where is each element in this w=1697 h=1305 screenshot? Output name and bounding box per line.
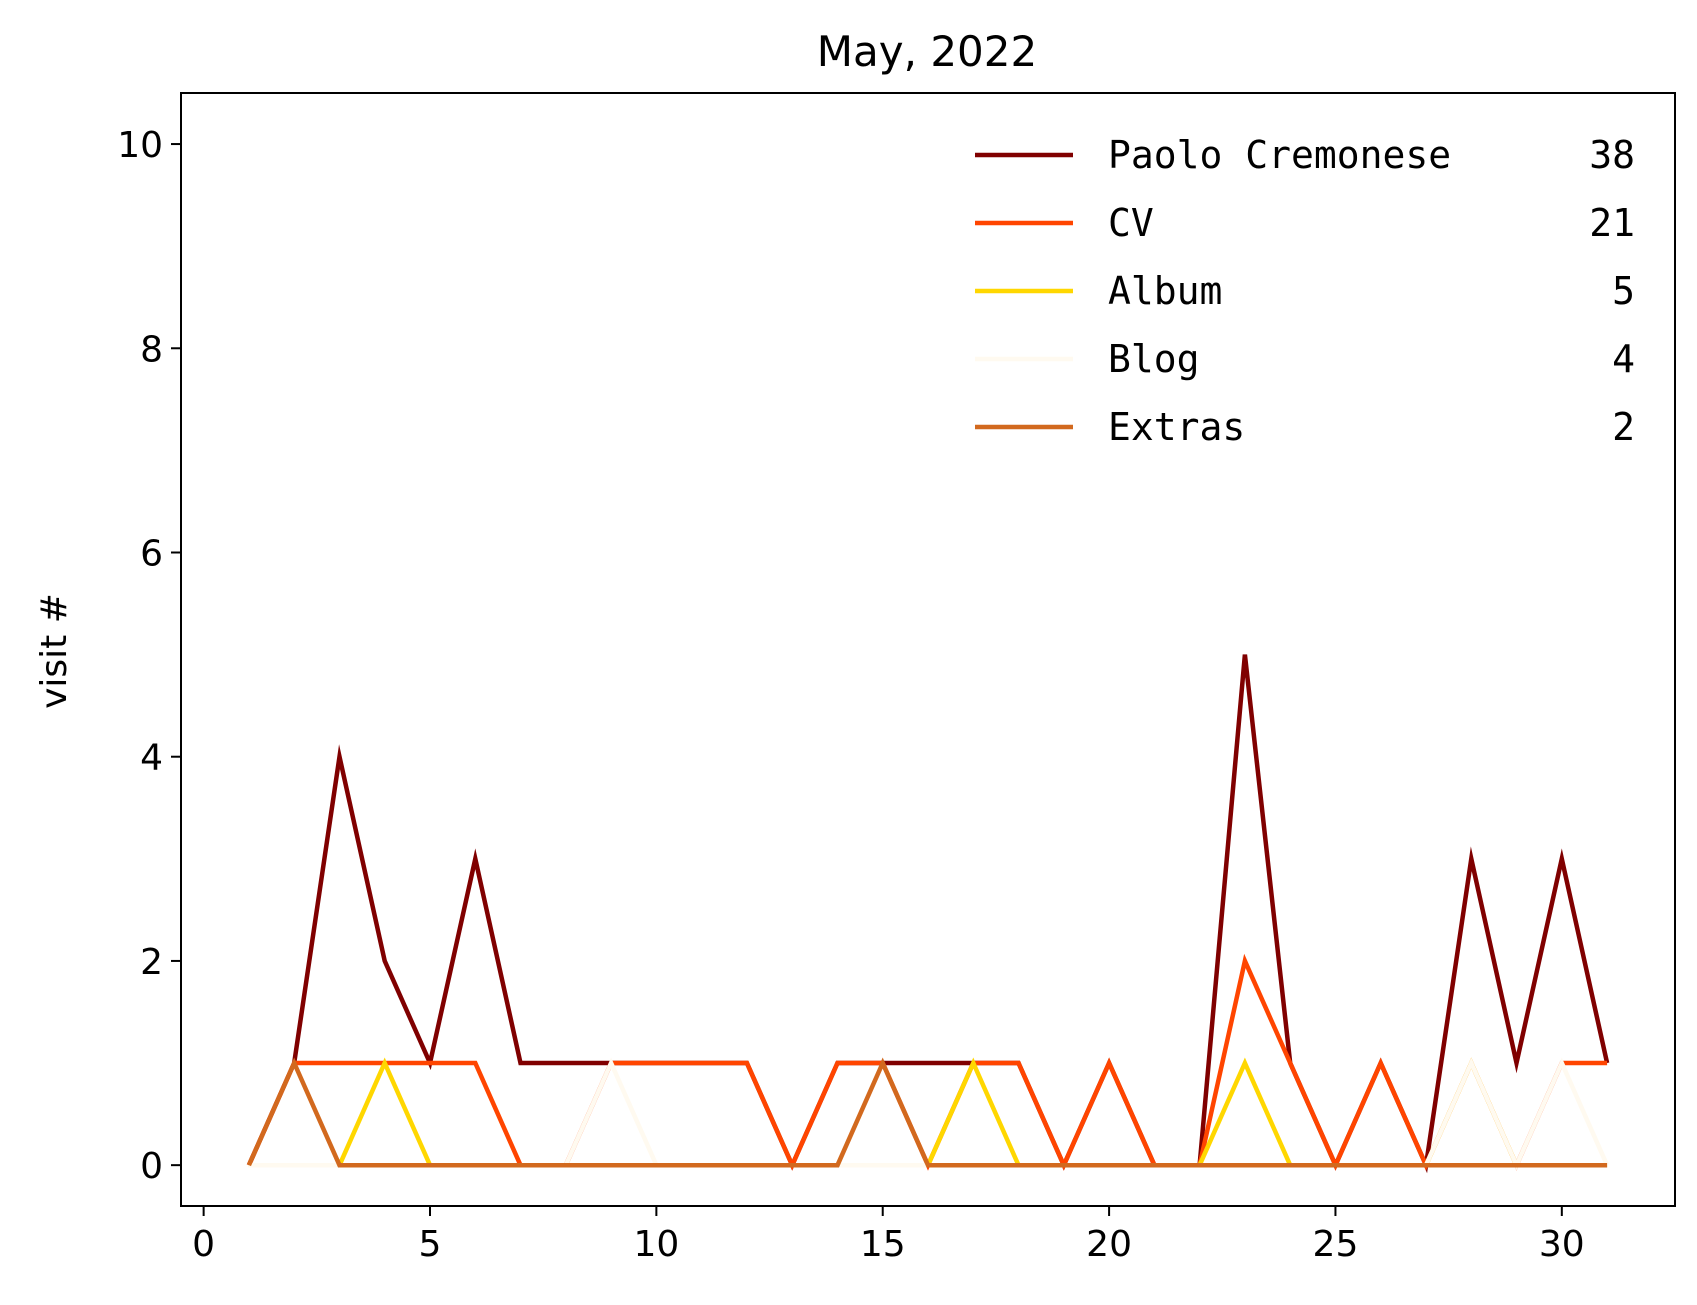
- legend-total-cv: 21: [1589, 201, 1635, 245]
- y-tick-label: 6: [140, 533, 163, 574]
- chart-title: May, 2022: [817, 27, 1037, 76]
- legend-label-extras: Extras: [1108, 405, 1245, 449]
- legend-total-extras: 2: [1612, 405, 1635, 449]
- x-axis: 0 5 10 15 20 25 30: [192, 1206, 1585, 1265]
- y-axis-label: visit #: [34, 593, 75, 709]
- x-tick-label: 5: [419, 1224, 442, 1265]
- y-tick-label: 8: [140, 329, 163, 370]
- legend-label-album: Album: [1108, 269, 1222, 313]
- y-tick-label: 2: [140, 942, 163, 983]
- y-tick-label: 10: [117, 125, 163, 166]
- x-tick-label: 0: [192, 1224, 215, 1265]
- series-line-extras: [246, 1057, 1608, 1168]
- legend-label-paolo-cremonese: Paolo Cremonese: [1108, 133, 1451, 177]
- legend-total-album: 5: [1612, 269, 1635, 313]
- x-tick-label: 10: [633, 1224, 679, 1265]
- legend-label-blog: Blog: [1108, 337, 1200, 381]
- y-tick-label: 4: [140, 738, 163, 779]
- x-tick-label: 25: [1313, 1224, 1359, 1265]
- legend-label-cv: CV: [1108, 201, 1154, 245]
- legend-total-blog: 4: [1612, 337, 1635, 381]
- plot-frame: [180, 92, 1676, 1207]
- legend: Paolo Cremonese 38 CV 21 Album 5 Blog 4 Extras 2: [975, 133, 1635, 449]
- y-axis: 0 2 4 6 8 10: [117, 125, 181, 1187]
- y-tick-label: 0: [140, 1146, 163, 1187]
- legend-total-paolo-cremonese: 38: [1589, 133, 1635, 177]
- plot-series: [246, 654, 1610, 1174]
- x-tick-label: 20: [1086, 1224, 1132, 1265]
- x-tick-label: 15: [860, 1224, 906, 1265]
- x-tick-label: 30: [1539, 1224, 1585, 1265]
